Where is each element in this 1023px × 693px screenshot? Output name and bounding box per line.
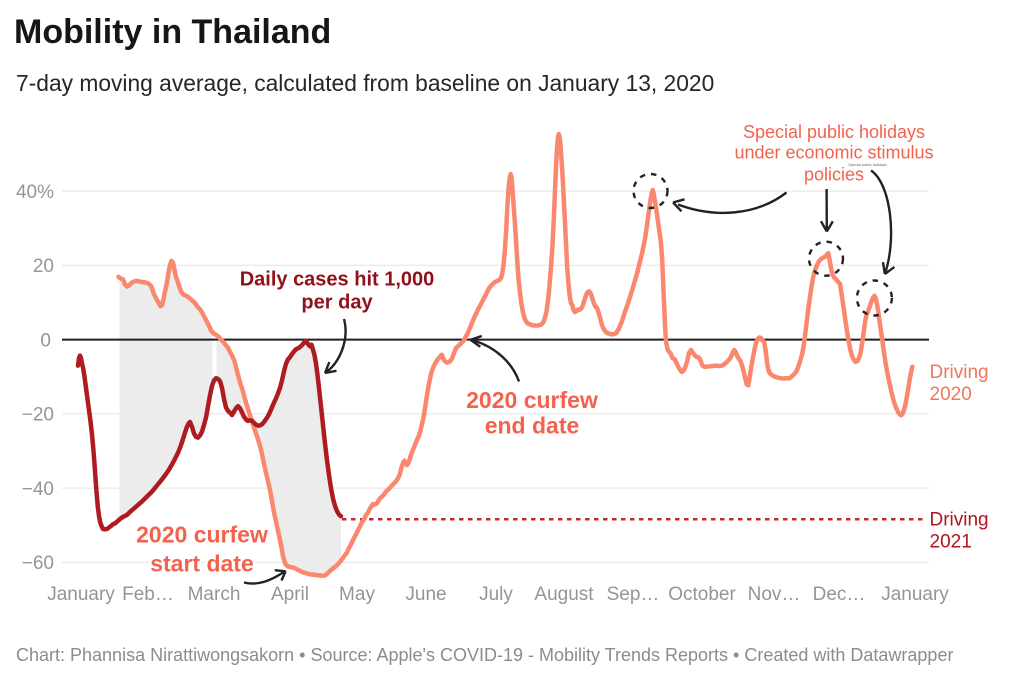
svg-text:−20: −20 — [22, 405, 54, 426]
svg-text:April: April — [271, 584, 309, 605]
svg-text:Nov…: Nov… — [748, 584, 801, 605]
svg-text:August: August — [534, 584, 594, 605]
svg-text:0: 0 — [40, 330, 51, 351]
svg-text:2021: 2021 — [930, 532, 972, 553]
svg-text:Sep…: Sep… — [607, 584, 660, 605]
svg-text:Dec…: Dec… — [813, 584, 866, 605]
svg-text:Special public holidays: Special public holidays — [848, 163, 887, 167]
svg-text:Daily cases hit 1,000: Daily cases hit 1,000 — [240, 268, 435, 290]
svg-text:June: June — [405, 584, 446, 605]
svg-text:October: October — [668, 584, 736, 605]
svg-text:20: 20 — [33, 256, 54, 277]
svg-text:per day: per day — [301, 291, 373, 313]
svg-text:−60: −60 — [22, 553, 54, 574]
svg-text:July: July — [479, 584, 513, 605]
svg-text:end date: end date — [485, 413, 580, 439]
svg-text:May: May — [339, 584, 375, 605]
svg-text:Driving: Driving — [930, 510, 989, 531]
svg-text:January: January — [881, 584, 949, 605]
svg-text:2020 curfew: 2020 curfew — [466, 387, 598, 413]
svg-text:−40: −40 — [22, 479, 54, 500]
svg-text:start date: start date — [150, 551, 254, 577]
svg-text:2020: 2020 — [930, 384, 972, 405]
svg-text:Feb…: Feb… — [122, 584, 174, 605]
svg-text:under economic stimulus: under economic stimulus — [734, 143, 933, 163]
svg-text:Driving: Driving — [930, 362, 989, 383]
svg-text:March: March — [188, 584, 241, 605]
svg-text:policies: policies — [804, 164, 864, 184]
svg-text:2020 curfew: 2020 curfew — [136, 522, 268, 548]
svg-text:January: January — [47, 584, 115, 605]
svg-text:Special public holidays: Special public holidays — [743, 122, 925, 142]
svg-text:40%: 40% — [16, 182, 54, 203]
